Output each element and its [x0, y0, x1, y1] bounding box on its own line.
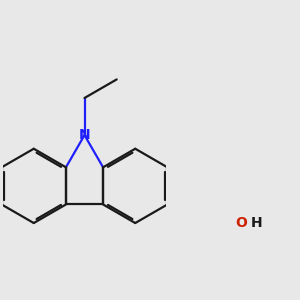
Text: H: H — [251, 216, 263, 230]
Text: O: O — [236, 216, 247, 230]
Text: N: N — [79, 128, 90, 142]
